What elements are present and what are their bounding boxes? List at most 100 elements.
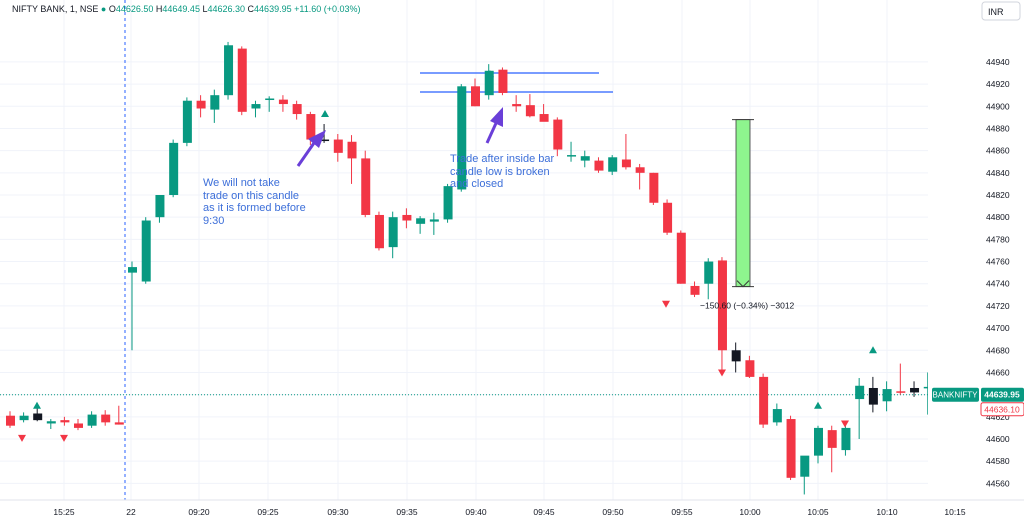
candle-body[interactable] — [443, 186, 453, 220]
candle-body[interactable] — [237, 48, 247, 112]
candle-body[interactable] — [33, 413, 43, 421]
candle-body[interactable] — [745, 360, 755, 377]
candle-body[interactable] — [320, 139, 330, 142]
candle-body[interactable] — [539, 114, 549, 122]
candle-body[interactable] — [6, 415, 15, 426]
candle-body[interactable] — [278, 99, 288, 105]
candle-body[interactable] — [635, 167, 645, 173]
candle-body[interactable] — [855, 385, 865, 400]
candle-body[interactable] — [416, 218, 426, 224]
price-tick-label: 44680 — [986, 345, 1010, 355]
candle-body[interactable] — [580, 156, 590, 161]
candle-body[interactable] — [19, 415, 29, 421]
candle-body[interactable] — [525, 105, 535, 117]
down-triangle-icon — [718, 369, 726, 377]
annotation-before-930[interactable]: We will not take trade on this candle as… — [203, 177, 306, 227]
candle-body[interactable] — [402, 214, 412, 221]
candle-body[interactable] — [484, 70, 494, 96]
candle-body[interactable] — [498, 69, 508, 93]
candle-body[interactable] — [374, 214, 384, 249]
candle-body[interactable] — [814, 427, 823, 456]
candle-body[interactable] — [292, 104, 302, 115]
candle-body[interactable] — [210, 95, 220, 110]
time-tick-label: 10:10 — [876, 507, 898, 517]
inside-bar-levels — [420, 72, 613, 93]
candle-body[interactable] — [621, 159, 631, 168]
candle-body[interactable] — [594, 160, 604, 171]
down-triangle-icon — [662, 300, 670, 308]
candle-body[interactable] — [114, 422, 124, 425]
candle-body[interactable] — [74, 423, 83, 428]
arrow-shaft — [296, 142, 316, 167]
time-tick-label: 09:50 — [602, 507, 624, 517]
candle-body[interactable] — [841, 427, 851, 451]
time-tick-label: 10:00 — [739, 507, 761, 517]
annotation-arrows[interactable] — [296, 107, 503, 167]
candle-body[interactable] — [704, 261, 714, 284]
candle-body[interactable] — [553, 119, 563, 150]
candle-body[interactable] — [717, 260, 727, 351]
candle-body[interactable] — [608, 157, 618, 172]
candle-body[interactable] — [155, 195, 165, 218]
arrow-head-icon — [490, 107, 503, 127]
price-tick-label: 44780 — [986, 234, 1010, 244]
currency-button[interactable]: INR — [981, 1, 1021, 21]
candle-body[interactable] — [182, 100, 192, 143]
measure-label: −150.60 (−0.34%) −3012 — [700, 301, 795, 311]
measure-bar — [735, 119, 751, 288]
candle-body[interactable] — [567, 155, 577, 157]
candle-body[interactable] — [347, 141, 357, 159]
candle-body[interactable] — [196, 100, 206, 109]
candle-body[interactable] — [128, 267, 137, 273]
candle-body[interactable] — [361, 158, 371, 215]
time-axis-labels: 15:25 22 09:20 09:25 09:30 09:35 09:40 09:45 09:… — [53, 507, 966, 517]
annotation-inside-bar[interactable]: Trade after inside bar candle low is bro… — [450, 153, 554, 191]
candle-body[interactable] — [333, 139, 343, 153]
price-axis[interactable] — [928, 0, 1024, 500]
price-tick-label: 44920 — [986, 79, 1010, 89]
candle-body[interactable] — [169, 142, 179, 195]
candle-body[interactable] — [827, 430, 837, 448]
price-range-measure[interactable]: −150.60 (−0.34%) −3012 — [700, 119, 795, 311]
candle-body[interactable] — [512, 104, 522, 107]
price-tick-label: 44620 — [986, 412, 1010, 422]
candle-body[interactable] — [800, 455, 810, 477]
price-tick-label: 44900 — [986, 101, 1010, 111]
candle-body[interactable] — [429, 219, 439, 222]
high-value: 44649.45 — [162, 4, 200, 14]
candle-body[interactable] — [882, 389, 892, 402]
currency-label: INR — [988, 7, 1004, 17]
candle-body[interactable] — [868, 387, 878, 405]
candle-body[interactable] — [649, 172, 659, 203]
candle-body[interactable] — [759, 376, 769, 425]
candle-body[interactable] — [60, 420, 70, 423]
candle-body[interactable] — [786, 419, 796, 478]
candle-body[interactable] — [101, 414, 111, 423]
annotation-line: candle low is broken — [450, 165, 550, 178]
candle-body[interactable] — [471, 86, 480, 107]
candle-body[interactable] — [457, 86, 467, 190]
candle-body[interactable] — [141, 220, 151, 282]
price-tick-label: 44880 — [986, 123, 1010, 133]
signal-markers — [18, 70, 974, 442]
candle-body[interactable] — [910, 387, 920, 393]
candle-body[interactable] — [663, 202, 673, 233]
arrow-head-icon — [308, 130, 326, 148]
candle-body[interactable] — [251, 104, 261, 109]
candle-body[interactable] — [46, 421, 56, 424]
candle-body[interactable] — [265, 98, 275, 101]
price-tick-label: 44700 — [986, 323, 1010, 333]
candle-body[interactable] — [896, 391, 906, 393]
candle-body[interactable] — [690, 285, 700, 295]
candle-body[interactable] — [388, 217, 398, 248]
price-tick-label: 44940 — [986, 57, 1010, 67]
candle-body[interactable] — [731, 350, 741, 362]
candle-body[interactable] — [224, 45, 234, 96]
time-axis[interactable] — [0, 500, 1024, 524]
close-value: 44639.95 — [254, 4, 292, 14]
candle-body[interactable] — [772, 409, 782, 423]
candle-body[interactable] — [306, 114, 316, 140]
candle-body[interactable] — [676, 232, 686, 284]
candle-body[interactable] — [87, 414, 97, 426]
